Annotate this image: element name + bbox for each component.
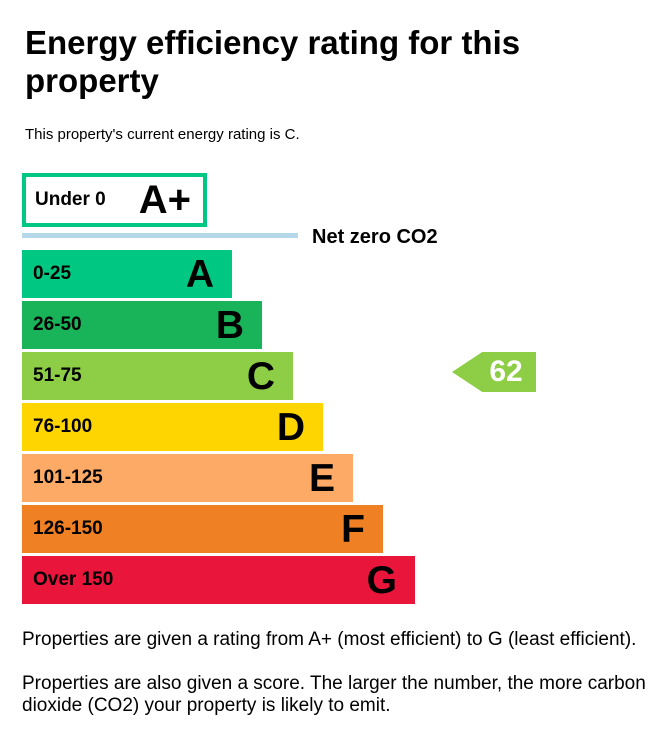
band-e-range: 101-125 [33, 467, 103, 488]
band-g-letter: G [366, 558, 397, 602]
band-c-range: 51-75 [33, 365, 82, 386]
band-b-range: 26-50 [33, 314, 82, 335]
energy-rating-chart: Under 0 A+ Net zero CO2 0-25 A 26-50 B 5… [22, 173, 662, 605]
band-b: 26-50 B [22, 301, 262, 349]
band-a-range: 0-25 [33, 263, 72, 284]
band-f: 126-150 F [22, 505, 383, 553]
band-g-range: Over 150 [33, 569, 114, 590]
band-e: 101-125 E [22, 454, 353, 502]
band-f-letter: F [341, 507, 365, 551]
band-f-range: 126-150 [33, 518, 103, 539]
band-d: 76-100 D [22, 403, 323, 451]
net-zero-label: Net zero CO2 [312, 226, 438, 248]
current-score-value: 62 [489, 355, 523, 388]
page-title: Energy efficiency rating for this proper… [25, 24, 521, 99]
rating-scale-note: Properties are given a rating from A+ (m… [22, 629, 637, 650]
score-note: Properties are also given a score. The l… [22, 673, 646, 716]
band-a-plus: Under 0 A+ [22, 173, 207, 227]
rating-bands: 0-25 A 26-50 B 51-75 C 76-100 D 101-125 … [22, 250, 415, 607]
band-g: Over 150 G [22, 556, 415, 604]
band-b-letter: B [215, 303, 244, 347]
band-a: 0-25 A [22, 250, 232, 298]
band-d-letter: D [276, 405, 305, 449]
net-zero-line [22, 233, 298, 238]
band-d-range: 76-100 [33, 416, 93, 437]
band-c: 51-75 C [22, 352, 293, 400]
band-e-letter: E [308, 456, 335, 500]
band-c-letter: C [246, 354, 275, 398]
current-rating-text: This property's current energy rating is… [25, 126, 300, 143]
band-a-plus-letter: A+ [138, 178, 191, 222]
band-a-letter: A [185, 252, 214, 296]
band-a-plus-range: Under 0 [35, 189, 106, 210]
